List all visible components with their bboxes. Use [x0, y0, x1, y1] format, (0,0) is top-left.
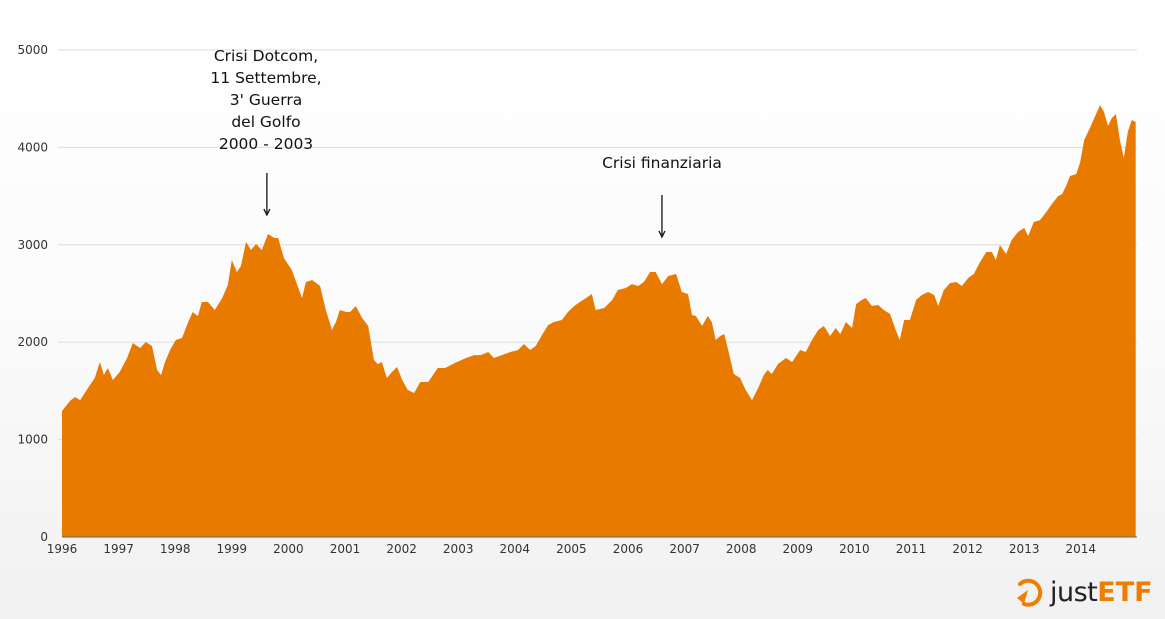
arrow-head — [658, 230, 666, 239]
annotation-text: 11 Settembre, — [210, 69, 321, 87]
x-tick-label: 2012 — [952, 542, 983, 556]
annotation-text: 2000 - 2003 — [219, 135, 313, 153]
logo-text-etf: ETF — [1097, 576, 1153, 608]
x-tick-label: 2011 — [896, 542, 927, 556]
x-tick-label: 2003 — [443, 542, 474, 556]
x-tick-label: 1998 — [160, 542, 191, 556]
x-tick-label: 2007 — [669, 542, 700, 556]
justetf-logo: just ETF — [1014, 574, 1153, 610]
y-tick-label: 4000 — [17, 140, 48, 154]
data-area-series — [62, 105, 1136, 537]
annotation-text: 3' Guerra — [230, 91, 302, 109]
annotation-text: Crisi Dotcom, — [214, 47, 318, 65]
y-axis-labels: 0 1000 2000 3000 4000 5000 — [17, 43, 48, 544]
y-tick-label: 0 — [40, 530, 48, 544]
annotations: Crisi Dotcom, 11 Settembre, 3' Guerra del G… — [210, 47, 722, 239]
annotation: Crisi Dotcom, 11 Settembre, 3' Guerra del G… — [210, 47, 322, 217]
x-tick-label: 2000 — [273, 542, 304, 556]
annotation: Crisi finanziaria — [602, 154, 722, 239]
y-tick-label: 2000 — [17, 335, 48, 349]
logo-gauge-icon — [1017, 578, 1043, 607]
annotation-text: Crisi finanziaria — [602, 154, 722, 172]
x-tick-label: 2010 — [839, 542, 870, 556]
x-tick-label: 1999 — [217, 542, 248, 556]
x-axis-labels: 1996 1997 1998 1999 2000 2001 2002 2003 2004 2005… — [47, 542, 1096, 556]
y-tick-label: 1000 — [17, 433, 48, 447]
annotation-text: del Golfo — [231, 113, 300, 131]
x-tick-label: 2005 — [556, 542, 587, 556]
x-tick-label: 2013 — [1009, 542, 1040, 556]
x-tick-label: 2004 — [500, 542, 531, 556]
x-tick-label: 1996 — [47, 542, 78, 556]
y-tick-label: 5000 — [17, 43, 48, 57]
logo-text-just: just — [1050, 576, 1098, 608]
x-tick-label: 1997 — [103, 542, 134, 556]
x-tick-label: 2006 — [613, 542, 644, 556]
y-tick-label: 3000 — [17, 238, 48, 252]
x-tick-label: 2001 — [330, 542, 361, 556]
arrow-head — [263, 208, 271, 217]
x-tick-label: 2002 — [386, 542, 417, 556]
x-tick-label: 2008 — [726, 542, 757, 556]
x-tick-label: 2009 — [783, 542, 814, 556]
x-tick-label: 2014 — [1066, 542, 1097, 556]
